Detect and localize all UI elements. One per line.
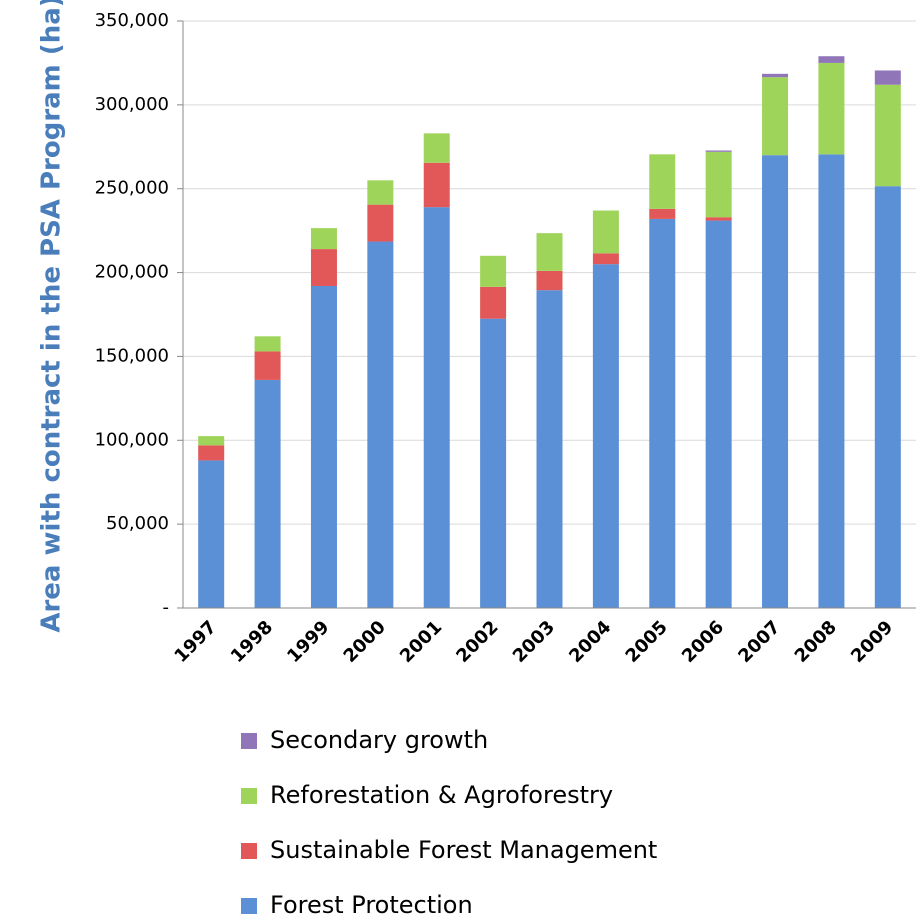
x-tick-label: 2009 bbox=[847, 617, 897, 667]
legend-swatch bbox=[241, 898, 257, 914]
bar-segment bbox=[254, 336, 281, 352]
bar-segment bbox=[254, 351, 281, 380]
bar-segment bbox=[818, 62, 845, 155]
bar-segment bbox=[423, 207, 450, 609]
bar-segment bbox=[310, 228, 337, 250]
bar-segment bbox=[423, 162, 450, 208]
y-tick-label: 250,000 bbox=[95, 178, 169, 199]
legend-swatch bbox=[241, 733, 257, 749]
x-tick-label: 2005 bbox=[622, 617, 672, 667]
bar-segment bbox=[367, 241, 394, 608]
bar-segment bbox=[874, 186, 901, 608]
legend-swatch bbox=[241, 843, 257, 859]
bar-segment bbox=[649, 218, 676, 608]
x-tick-label: 2001 bbox=[396, 617, 446, 667]
x-tick-label: 2002 bbox=[452, 617, 502, 667]
x-tick-label: 2006 bbox=[678, 617, 728, 667]
bar-segment bbox=[536, 270, 563, 291]
bar-segment bbox=[592, 253, 619, 265]
x-tick-label: 2008 bbox=[791, 617, 841, 667]
bar-segment bbox=[310, 285, 337, 608]
y-tick-label: 150,000 bbox=[95, 345, 169, 366]
bar-segment bbox=[536, 290, 563, 608]
bar-segment bbox=[480, 286, 507, 319]
bar-segment bbox=[367, 180, 394, 205]
bar-segment bbox=[762, 155, 789, 608]
bar-segment bbox=[874, 84, 901, 187]
x-tick-label: 1999 bbox=[283, 617, 333, 667]
y-tick-label: 350,000 bbox=[95, 10, 169, 31]
x-tick-label: 2000 bbox=[340, 617, 390, 667]
bar-segment bbox=[480, 255, 507, 287]
bar-segment bbox=[367, 204, 394, 242]
legend-label: Reforestation & Agroforestry bbox=[270, 781, 613, 809]
bar-segment bbox=[762, 77, 789, 156]
legend-label: Forest Protection bbox=[270, 891, 473, 916]
legend-label: Secondary growth bbox=[270, 726, 488, 754]
bar-segment bbox=[198, 445, 225, 461]
bar-segment bbox=[198, 460, 225, 608]
x-tick-label: 1997 bbox=[170, 617, 220, 667]
bar-segment bbox=[762, 73, 789, 78]
bar-segment bbox=[198, 436, 225, 446]
x-tick-label: 2007 bbox=[734, 617, 784, 667]
x-tick-label: 1998 bbox=[227, 617, 277, 667]
y-axis-title: Area with contract in the PSA Program (h… bbox=[37, 0, 67, 633]
bar-segment bbox=[705, 150, 732, 152]
bar-segment bbox=[705, 217, 732, 221]
bar-segment bbox=[423, 133, 450, 163]
bar-segment bbox=[705, 220, 732, 608]
bar-segment bbox=[705, 151, 732, 218]
bar-segment bbox=[818, 154, 845, 608]
bar-segment bbox=[592, 210, 619, 254]
bar-segment bbox=[649, 154, 676, 209]
bar-segment bbox=[536, 233, 563, 271]
x-tick-label: 2004 bbox=[565, 617, 615, 667]
bar-segment bbox=[480, 318, 507, 608]
bar-segment bbox=[254, 379, 281, 608]
bar-segment bbox=[818, 56, 845, 63]
bar-segment bbox=[874, 70, 901, 85]
y-tick-label: 50,000 bbox=[106, 513, 169, 534]
y-tick-label: 200,000 bbox=[95, 262, 169, 283]
legend-label: Sustainable Forest Management bbox=[270, 836, 657, 864]
bar-segment bbox=[649, 208, 676, 219]
bar-segment bbox=[310, 249, 337, 286]
y-tick-label: - bbox=[163, 597, 170, 618]
legend-swatch bbox=[241, 788, 257, 804]
bar-segment bbox=[592, 264, 619, 608]
y-tick-label: 100,000 bbox=[95, 429, 169, 450]
y-tick-label: 300,000 bbox=[95, 94, 169, 115]
x-tick-label: 2003 bbox=[509, 617, 559, 667]
